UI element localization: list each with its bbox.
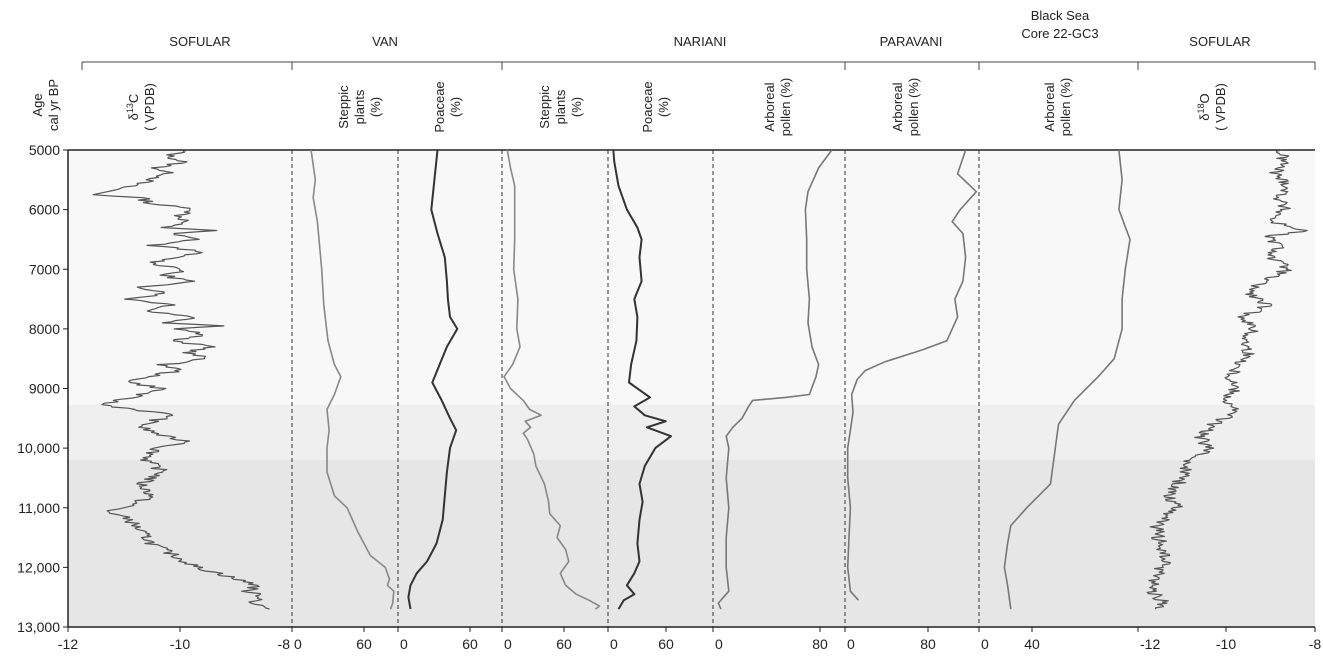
- ytick-label-1: 6000: [29, 202, 60, 218]
- panel-label-van-poaceae-line2: (%): [448, 97, 463, 117]
- panel-label-nariani-steppic-line1: Steppic: [537, 85, 552, 129]
- panel-label-blacksea-arboreal-line2: pollen (%): [1058, 78, 1073, 137]
- xtick-label-nariani-poaceae-0: 0: [610, 636, 618, 652]
- xtick-label-nariani-arboreal-1: 80: [812, 636, 828, 652]
- panel-label-blacksea-arboreal-line1: Arboreal: [1042, 82, 1057, 131]
- xtick-label-van-poaceae-1: 60: [462, 636, 478, 652]
- series-nariani-poaceae: [612, 149, 672, 610]
- panel-label-nariani-poaceae-line1: Poaceae: [640, 81, 655, 132]
- ytick-label-7: 12,000: [17, 559, 60, 575]
- ytick-label-5: 10,000: [17, 440, 60, 456]
- x-axis-ticks: -12 -10 -8 0 60 0 60 0 60 0 60 0 80 0 80 0 40 -12 -10 -8: [58, 627, 1322, 652]
- background-band-2: [68, 460, 1315, 627]
- series-paravani-arboreal: [846, 149, 978, 601]
- xtick-label-blacksea-arboreal-0: 0: [981, 636, 989, 652]
- group-label-g5-line2: Core 22-GC3: [1021, 26, 1098, 41]
- ytick-label-6: 11,000: [18, 500, 60, 516]
- series-van-poaceae: [407, 149, 459, 610]
- ytick-label-4: 9000: [29, 381, 60, 397]
- y-axis-title-line1: Age: [30, 93, 45, 116]
- panel-label-sofular-c13-line2: ( VPDB): [142, 83, 157, 131]
- background-band-1: [68, 404, 1315, 461]
- panel-label-paravani-arboreal-line2: pollen (%): [906, 78, 921, 137]
- y-axis: Age cal yr BP 5000 6000 7000 8000 9000 10,000…: [17, 79, 68, 635]
- group-label-g4: PARAVANI: [880, 34, 943, 49]
- series-nariani-steppic: [503, 149, 601, 610]
- group-label-g1: SOFULAR: [169, 34, 230, 49]
- xtick-label-van-steppic-0: 0: [294, 636, 302, 652]
- group-label-g2: VAN: [372, 34, 398, 49]
- group-label-g5-line1: Black Sea: [1031, 8, 1090, 23]
- xtick-label-van-poaceae-0: 0: [400, 636, 408, 652]
- xtick-label-van-steppic-1: 60: [356, 636, 372, 652]
- panel-label-van-steppic-line3: (%): [368, 97, 383, 117]
- ytick-label-0: 5000: [29, 142, 60, 158]
- panel-label-paravani-arboreal-line1: Arboreal: [890, 82, 905, 131]
- xtick-label-paravani-arboreal-0: 0: [847, 636, 855, 652]
- panel-label-nariani-arboreal-line2: pollen (%): [778, 78, 793, 137]
- xtick-label-nariani-poaceae-1: 60: [658, 636, 674, 652]
- series-van-steppic: [310, 149, 395, 610]
- series-sofular-c13: [92, 149, 270, 610]
- panel-labels: δ13C( VPDB) Steppic plants (%) Poaceae (%) Ste…: [125, 78, 1228, 137]
- panel-label-nariani-steppic-line2: plants: [553, 89, 568, 124]
- series-sofular-o18: [1146, 149, 1308, 610]
- group-label-g3: NARIANI: [674, 34, 727, 49]
- group-label-g6: SOFULAR: [1189, 34, 1250, 49]
- ytick-label-8: 13,000: [17, 619, 60, 635]
- site-group-headers: SOFULAR VAN NARIANI PARAVANI Black Sea Core 2…: [81, 8, 1316, 70]
- xtick-label-sofular-o18-1: -10: [1216, 636, 1236, 652]
- xtick-label-nariani-arboreal-0: 0: [715, 636, 723, 652]
- panel-label-nariani-steppic-line3: (%): [569, 97, 584, 117]
- xtick-label-sofular-o18-2: -8: [1309, 636, 1322, 652]
- background-band-0: [68, 150, 1315, 405]
- xtick-label-sofular-c13-1: -10: [170, 636, 190, 652]
- series-nariani-arboreal: [717, 149, 833, 610]
- panel-label-van-poaceae-line1: Poaceae: [432, 81, 447, 132]
- panel-label-sofular-o18-line2: ( VPDB): [1213, 83, 1228, 131]
- series-blacksea-arboreal: [1003, 149, 1131, 610]
- xtick-label-sofular-o18-0: -12: [1140, 636, 1160, 652]
- xtick-label-sofular-c13-0: -12: [58, 636, 78, 652]
- panel-label-sofular-c13-line1: δ13C: [125, 94, 141, 121]
- panel-label-nariani-arboreal-line1: Arboreal: [762, 82, 777, 131]
- background-bands: [68, 150, 1315, 627]
- xtick-label-blacksea-arboreal-1: 40: [1024, 636, 1040, 652]
- y-axis-title-line2: cal yr BP: [46, 79, 61, 131]
- xtick-label-nariani-steppic-0: 0: [504, 636, 512, 652]
- xtick-label-nariani-steppic-1: 60: [556, 636, 572, 652]
- series-lines: [92, 149, 1308, 610]
- panel-label-van-steppic-line1: Steppic: [336, 85, 351, 129]
- xtick-label-sofular-c13-2: -8: [278, 636, 291, 652]
- panel-label-nariani-poaceae-line2: (%): [656, 97, 671, 117]
- panel-label-van-steppic-line2: plants: [352, 89, 367, 124]
- xtick-label-paravani-arboreal-1: 80: [920, 636, 936, 652]
- ytick-label-3: 8000: [29, 321, 60, 337]
- ytick-label-2: 7000: [29, 261, 60, 277]
- panel-zero-lines: [291, 150, 980, 627]
- panel-label-sofular-o18-line1: δ18O: [1196, 93, 1212, 120]
